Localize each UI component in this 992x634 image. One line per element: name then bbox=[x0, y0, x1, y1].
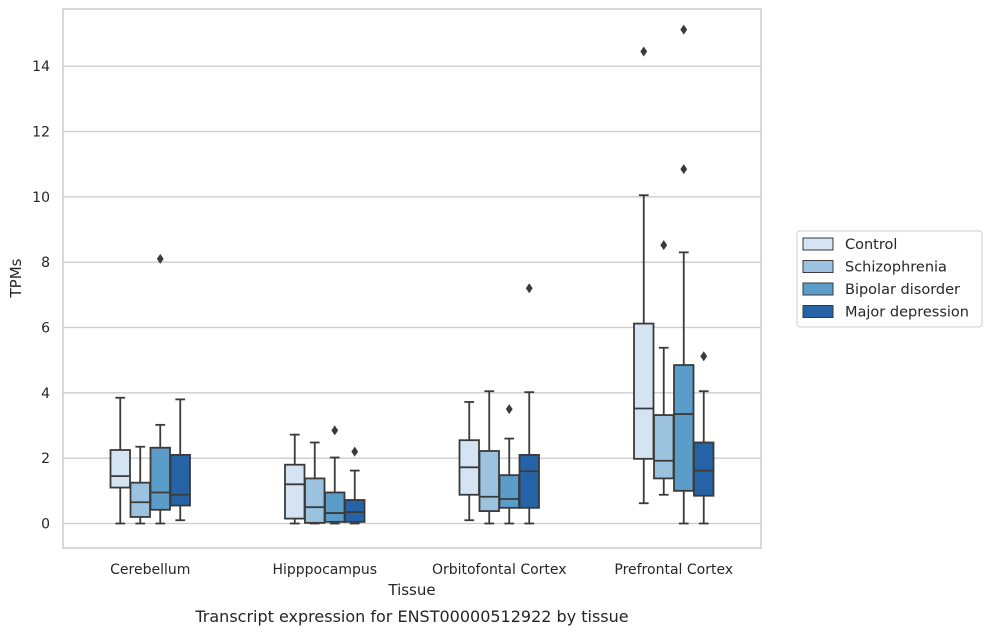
box bbox=[693, 441, 715, 497]
box-plot bbox=[498, 404, 520, 525]
box-plot bbox=[458, 401, 480, 522]
legend-swatch bbox=[802, 305, 834, 318]
box bbox=[169, 453, 191, 507]
x-tick-labels: Cerebellum Hipppocampus Orbitofontal Corte… bbox=[110, 562, 733, 578]
box-plot bbox=[149, 253, 171, 525]
box bbox=[653, 414, 675, 480]
outlier-point bbox=[700, 351, 708, 362]
legend-label: Control bbox=[845, 237, 897, 253]
box bbox=[129, 481, 151, 518]
box bbox=[149, 446, 171, 511]
box-plot bbox=[344, 446, 366, 525]
box bbox=[498, 474, 520, 509]
box-plot-groups bbox=[109, 24, 715, 525]
box bbox=[673, 364, 695, 492]
legend: Control Schizophrenia Bipolar disorder Majo… bbox=[796, 230, 983, 328]
series-group bbox=[169, 283, 715, 525]
y-tick-label: 2 bbox=[41, 451, 50, 467]
box-plot bbox=[324, 425, 346, 525]
box bbox=[344, 499, 366, 523]
box-plot bbox=[478, 390, 500, 525]
box bbox=[518, 453, 540, 509]
box-plot bbox=[693, 351, 715, 525]
legend-label: Major depression bbox=[845, 305, 969, 321]
box bbox=[478, 450, 500, 512]
legend-swatch bbox=[802, 237, 834, 251]
outlier-point bbox=[156, 253, 164, 264]
box bbox=[284, 463, 306, 520]
legend-frame bbox=[796, 230, 983, 328]
chart-caption: Transcript expression for ENST0000051292… bbox=[194, 607, 628, 626]
box-plot bbox=[633, 46, 655, 505]
box-plot bbox=[653, 240, 675, 496]
box-plot bbox=[284, 433, 306, 525]
x-tick-label: Prefrontal Cortex bbox=[614, 562, 733, 578]
legend-swatch bbox=[802, 260, 834, 273]
legend-label: Schizophrenia bbox=[845, 260, 947, 276]
legend-swatch bbox=[802, 282, 834, 296]
series-group bbox=[109, 46, 655, 525]
outlier-point bbox=[331, 425, 339, 436]
box-plot bbox=[169, 398, 191, 522]
outlier-point bbox=[505, 404, 513, 415]
box bbox=[633, 322, 655, 460]
box-plot bbox=[518, 283, 540, 525]
box bbox=[324, 491, 346, 523]
y-tick-labels: 0 2 4 6 8 10 12 14 bbox=[32, 59, 50, 532]
box-plot bbox=[109, 396, 131, 525]
y-axis-label: TPMs bbox=[7, 258, 25, 298]
series-group bbox=[129, 240, 675, 525]
x-tick-label: Hipppocampus bbox=[272, 562, 377, 578]
box-plot bbox=[304, 441, 326, 525]
box bbox=[109, 449, 131, 489]
outlier-point bbox=[660, 240, 668, 251]
outlier-point bbox=[680, 164, 688, 175]
x-axis-label: Tissue bbox=[387, 581, 435, 599]
x-tick-label: Orbitofontal Cortex bbox=[432, 562, 567, 578]
outlier-point bbox=[351, 446, 359, 457]
outlier-point bbox=[525, 283, 533, 294]
outlier-point bbox=[640, 46, 648, 57]
box-plot bbox=[673, 24, 695, 525]
y-tick-label: 14 bbox=[32, 59, 50, 75]
y-tick-label: 12 bbox=[32, 125, 50, 141]
y-tick-label: 6 bbox=[41, 321, 50, 337]
series-group bbox=[149, 24, 695, 525]
box bbox=[304, 477, 326, 524]
y-tick-label: 0 bbox=[41, 517, 50, 533]
plot-area-frame bbox=[62, 8, 762, 549]
legend-label: Bipolar disorder bbox=[845, 282, 960, 298]
y-tick-label: 8 bbox=[41, 255, 50, 271]
x-tick-label: Cerebellum bbox=[110, 562, 190, 578]
y-tick-label: 10 bbox=[32, 190, 50, 206]
y-tick-label: 4 bbox=[41, 386, 50, 402]
outlier-point bbox=[680, 24, 688, 35]
